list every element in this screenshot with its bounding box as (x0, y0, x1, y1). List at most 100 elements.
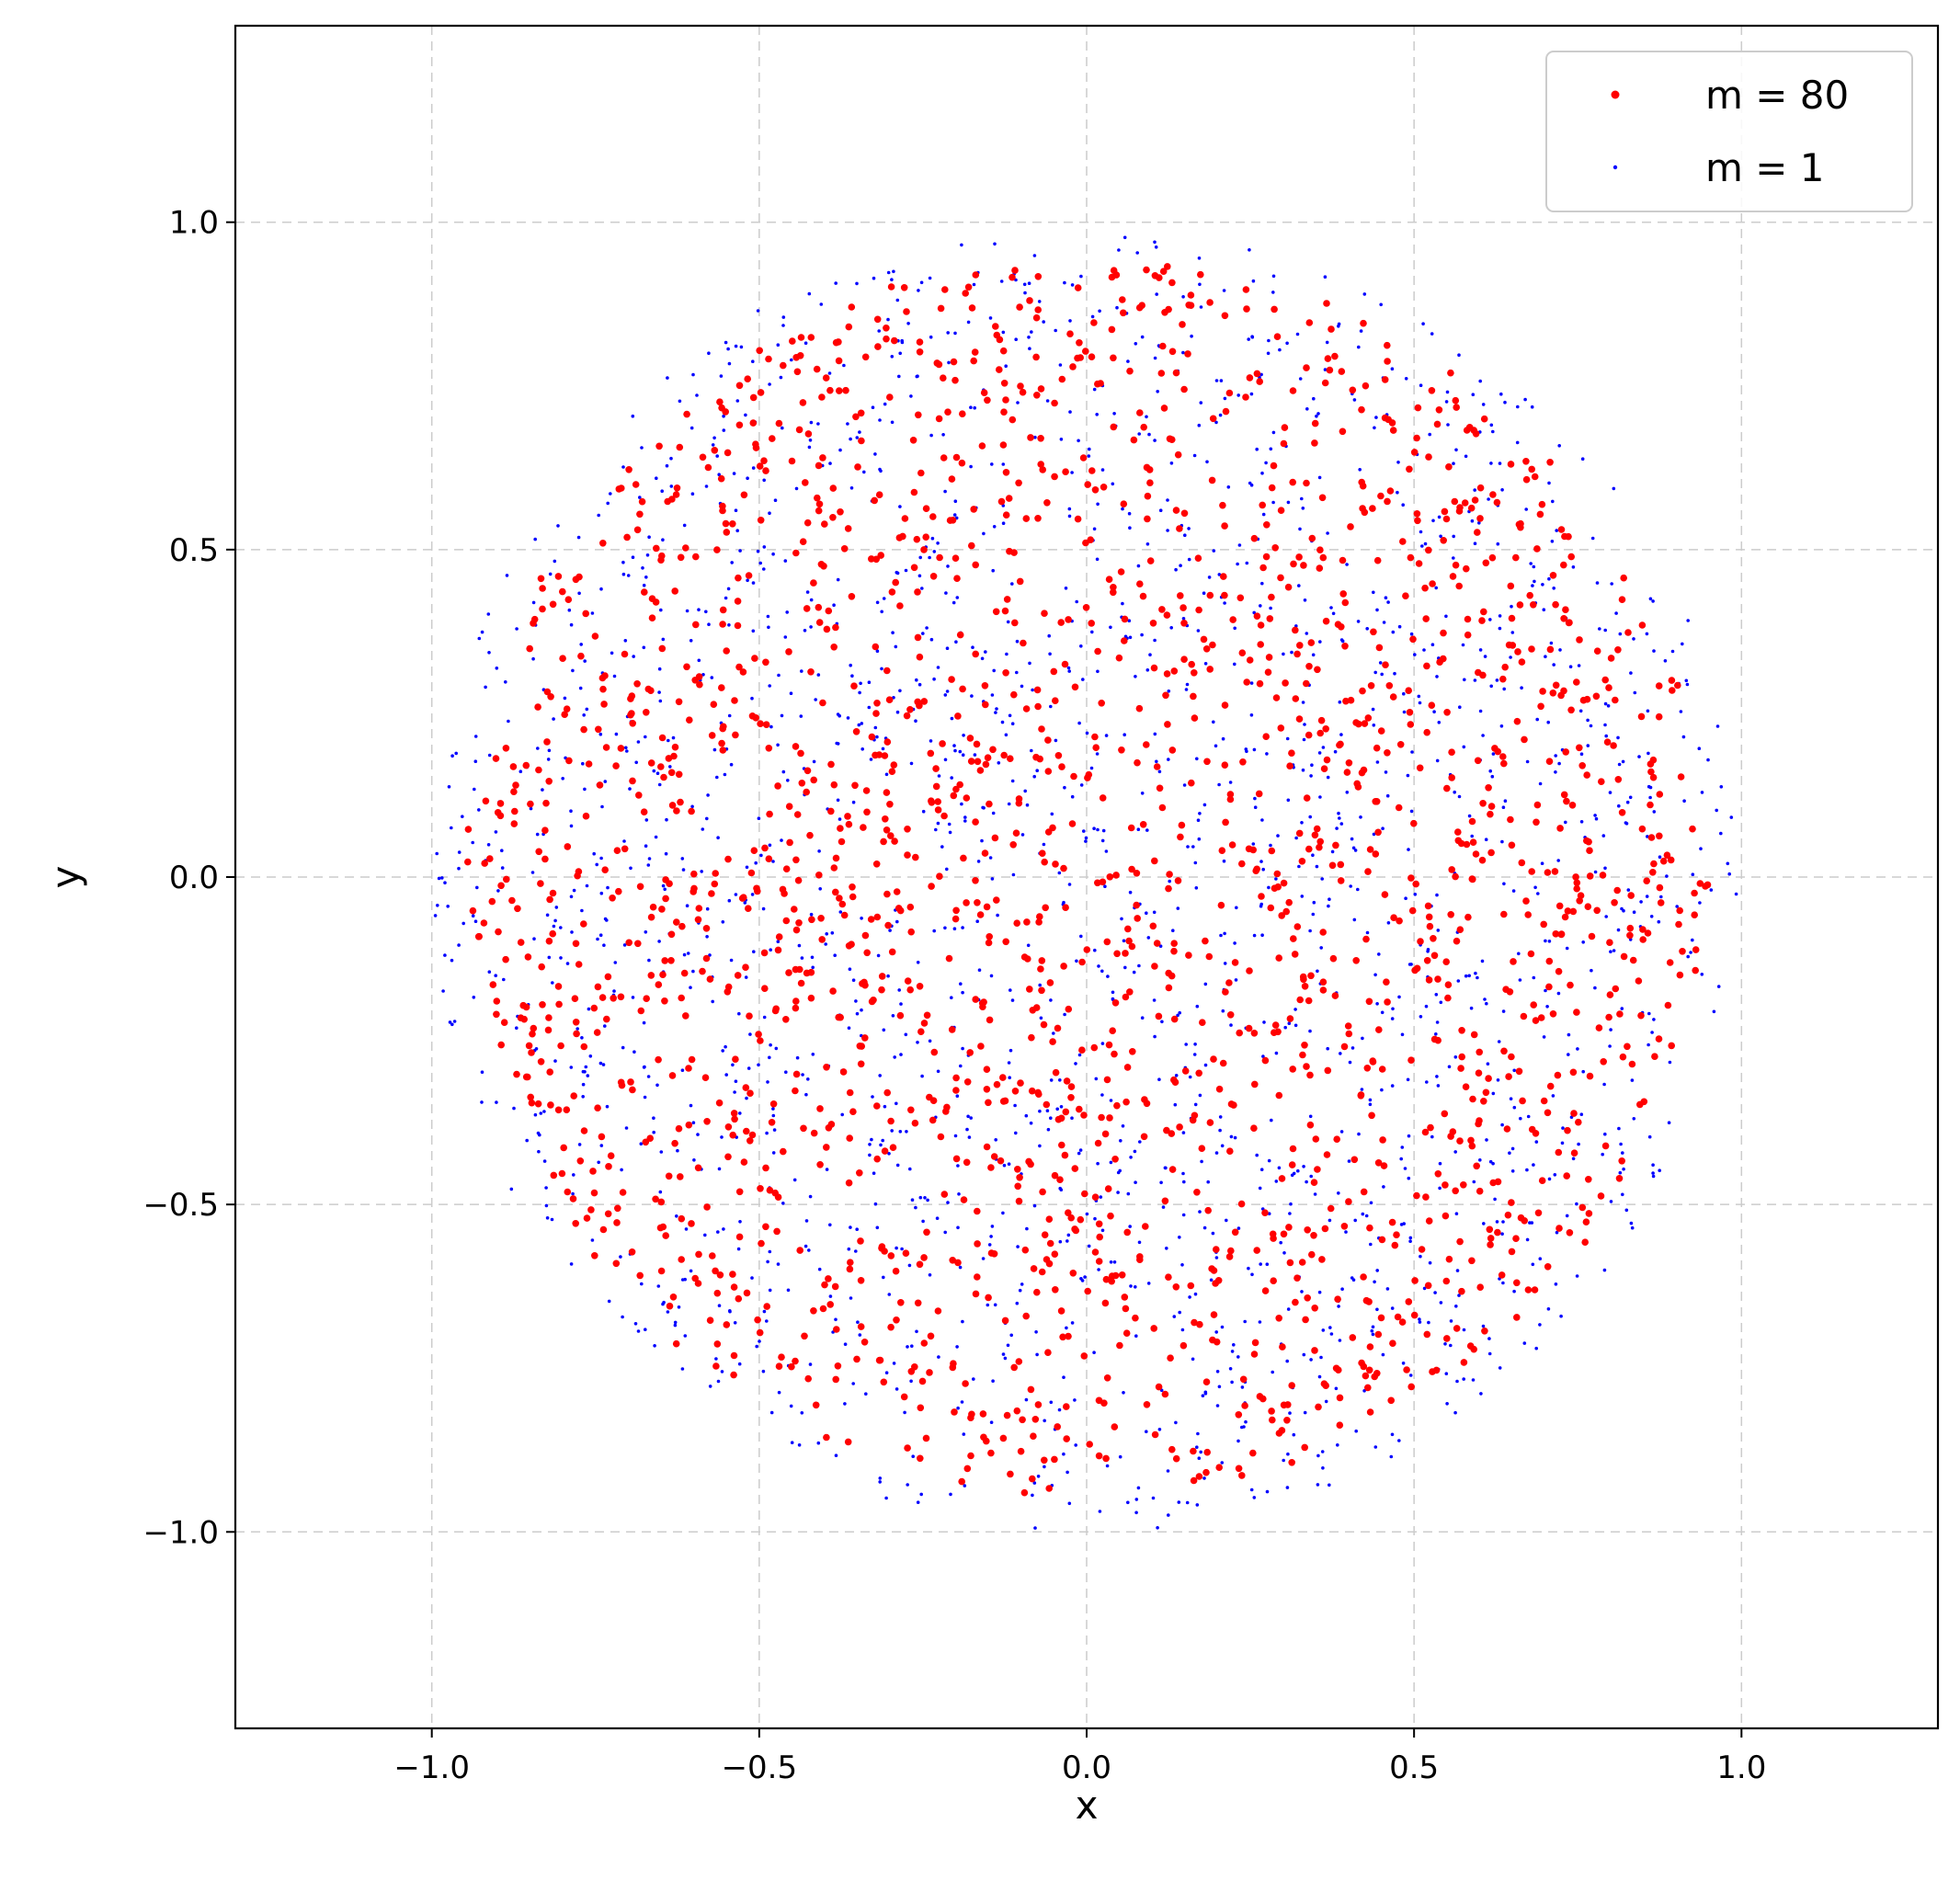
data-point (976, 767, 985, 774)
data-point (1411, 1277, 1419, 1284)
data-point (1556, 825, 1564, 832)
data-point (678, 994, 685, 1002)
data-point (1112, 1260, 1117, 1264)
data-point (1396, 741, 1405, 748)
data-point (1112, 271, 1121, 279)
data-point (1252, 747, 1257, 752)
data-point (1062, 1452, 1065, 1456)
data-point (681, 868, 686, 872)
data-point (936, 872, 943, 880)
data-point (1007, 1162, 1011, 1166)
data-point (872, 276, 876, 280)
data-point (1059, 1105, 1064, 1109)
data-point (689, 1103, 693, 1108)
data-point (1423, 957, 1431, 964)
data-point (1389, 1339, 1396, 1347)
data-point (572, 940, 580, 948)
data-point (981, 805, 985, 810)
data-point (1273, 870, 1282, 878)
data-point (722, 428, 726, 432)
data-point (1433, 1291, 1437, 1294)
data-point (895, 1163, 900, 1168)
data-point (845, 820, 853, 828)
data-point (855, 281, 859, 286)
data-point (1452, 396, 1460, 405)
data-point (1042, 904, 1049, 912)
data-point (1374, 1330, 1383, 1339)
data-point (729, 520, 736, 528)
data-point (735, 663, 743, 671)
data-point (1435, 675, 1439, 678)
data-point (730, 1371, 737, 1379)
data-point (1317, 1290, 1322, 1294)
data-point (1119, 1139, 1122, 1143)
data-point (1209, 1278, 1214, 1282)
data-point (988, 316, 993, 320)
data-point (1257, 621, 1265, 629)
data-point (1334, 1386, 1339, 1391)
data-point (958, 749, 963, 754)
data-point (916, 1041, 919, 1044)
data-point (752, 714, 759, 722)
data-point (909, 1379, 913, 1384)
data-point (582, 812, 590, 820)
data-point (497, 882, 505, 890)
data-point (1491, 429, 1495, 434)
data-point (1075, 959, 1078, 963)
data-point (581, 1082, 586, 1087)
data-point (620, 1168, 623, 1172)
data-point (1217, 1385, 1222, 1389)
data-point (1128, 865, 1135, 873)
data-point (896, 602, 904, 610)
data-point (615, 485, 623, 493)
data-point (1147, 432, 1151, 437)
data-point (958, 1265, 963, 1270)
data-point (1264, 668, 1272, 676)
data-point (1630, 1225, 1635, 1230)
data-point (1038, 1144, 1042, 1148)
data-point (547, 693, 554, 701)
data-point (1191, 1318, 1198, 1327)
data-point (792, 926, 801, 934)
data-point (872, 643, 880, 651)
data-point (860, 1008, 863, 1012)
data-point (1182, 783, 1187, 787)
data-point (1008, 1048, 1013, 1053)
data-point (1303, 479, 1310, 487)
data-point (1187, 302, 1195, 310)
data-point (596, 781, 604, 789)
data-point (486, 855, 494, 862)
data-point (710, 676, 714, 679)
data-point (1315, 414, 1318, 418)
data-point (1353, 780, 1361, 788)
data-point (757, 1037, 764, 1044)
data-point (757, 720, 764, 727)
data-point (1219, 501, 1226, 509)
data-point (553, 918, 557, 923)
data-point (1008, 988, 1012, 992)
data-point (1502, 882, 1506, 886)
data-point (515, 627, 518, 631)
data-point (1180, 1263, 1184, 1267)
data-point (762, 1309, 767, 1314)
data-point (730, 561, 734, 564)
data-point (678, 922, 686, 930)
data-point (1593, 870, 1598, 874)
data-point (1120, 500, 1128, 507)
data-point (722, 408, 729, 416)
data-point (1217, 573, 1222, 576)
data-point (1037, 300, 1042, 303)
data-point (1188, 1075, 1192, 1079)
data-point (968, 304, 976, 312)
data-point (1039, 1188, 1046, 1196)
data-point (983, 903, 991, 911)
data-point (798, 780, 806, 787)
data-point (826, 386, 834, 394)
data-point (1165, 969, 1172, 977)
data-point (1557, 691, 1565, 700)
data-point (1137, 432, 1141, 436)
data-point (560, 1144, 567, 1152)
data-point (1336, 1421, 1344, 1429)
data-point (1180, 655, 1188, 663)
data-point (1556, 859, 1560, 862)
